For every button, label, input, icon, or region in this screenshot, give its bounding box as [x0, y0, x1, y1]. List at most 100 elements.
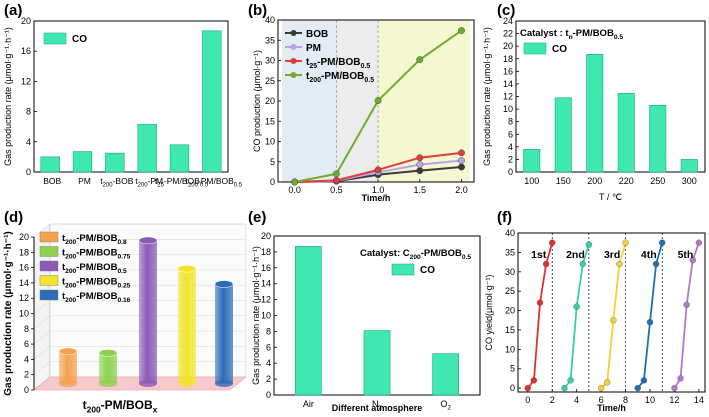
label-part: -PM/BOB — [76, 262, 117, 273]
x-axis-title: Different atmosphere — [332, 403, 423, 413]
data-point — [374, 166, 382, 174]
y-tick-label: 4 — [508, 142, 513, 152]
bar-cylinder — [59, 351, 77, 384]
x-axis-title: T / ℃ — [599, 192, 622, 202]
label-part: PM — [306, 43, 321, 54]
data-point — [542, 260, 550, 268]
data-point — [416, 154, 424, 162]
label-part: N — [372, 399, 379, 409]
label-part: 200 — [65, 297, 76, 304]
x-axis-title: t200-PM/BOBx — [83, 398, 158, 415]
label-part: 25 — [157, 183, 164, 189]
bar-cylinder — [178, 268, 196, 384]
label-part: 200 — [103, 183, 114, 189]
label-part: 0.5 — [614, 34, 624, 41]
panel-label: (b) — [248, 2, 267, 19]
bar-base — [59, 380, 77, 387]
data-point — [671, 384, 678, 392]
y-tick-label: 8 — [266, 326, 271, 336]
x-tick-label: 220 — [619, 176, 634, 186]
y-tick-label: 12 — [19, 293, 29, 303]
y-tick-label: 20 — [503, 41, 513, 51]
bar-base — [139, 380, 157, 387]
y-tick-label: 14 — [261, 279, 271, 289]
x-tick-label: 0.5 — [330, 185, 343, 195]
data-point — [530, 377, 538, 384]
x-axis-title: Time/h — [362, 193, 391, 203]
label-part: 200 — [138, 183, 149, 189]
y-tick-label: 0 — [26, 167, 31, 177]
x-tick-label: 4 — [574, 395, 579, 405]
bar-top — [138, 236, 158, 245]
y-axis-title: Gas production rate (μmol·g⁻¹·h⁻¹) — [482, 27, 492, 166]
y-tick-label: 18 — [19, 247, 29, 257]
cycle-label: 2nd — [566, 249, 585, 261]
series-line — [673, 242, 700, 389]
y-tick-label: 2 — [24, 370, 29, 380]
label-part: -PM/BOB — [76, 277, 117, 288]
y-tick-label: 14 — [503, 79, 513, 89]
x-tick-label: 0.0 — [288, 185, 301, 195]
bar-c — [649, 105, 667, 173]
label-part: PM — [78, 176, 91, 186]
y-axis-title: CO production (μmol·g⁻¹) — [252, 50, 262, 152]
x-tick-label: 300 — [682, 176, 697, 186]
x-tick-label: 10 — [645, 395, 655, 405]
y-axis-title: Gas production rate (μmol·g⁻¹·h⁻¹) — [3, 27, 13, 166]
y-tick-label: 18 — [503, 54, 513, 64]
panel-label: (d) — [4, 209, 23, 226]
label-part: -PM/BOB — [421, 248, 462, 259]
y-tick-label: 4 — [26, 137, 31, 147]
legend-label: CO — [420, 265, 435, 276]
legend-swatch — [43, 32, 67, 45]
legend-label: CO — [552, 44, 567, 55]
bar-a — [202, 30, 222, 173]
label-part: 0.16 — [117, 297, 130, 304]
label-part: Catalyst : t — [520, 28, 569, 39]
legend-swatch — [391, 263, 415, 276]
y-tick-label: 0 — [508, 167, 513, 177]
label-part: 2 — [447, 405, 451, 412]
data-point — [458, 163, 465, 171]
legend-label: t200-PM/BOB0.5 — [306, 71, 374, 84]
label-part: 0.5 — [360, 63, 370, 70]
legend-label: BOB — [306, 29, 328, 40]
label-part: 200 — [65, 253, 76, 260]
label-part: t — [62, 248, 66, 259]
y-tick-label: 6 — [266, 342, 271, 352]
label-part: Air — [303, 399, 314, 409]
bar-base — [99, 380, 117, 387]
label-part: n — [569, 34, 573, 41]
y-tick-label: 20 — [505, 306, 515, 316]
x-tick-label: 150 — [556, 176, 571, 186]
legend-swatch — [39, 246, 59, 257]
bar-a — [169, 144, 190, 173]
label-part: 0.5 — [364, 77, 374, 84]
shaded-region — [336, 20, 379, 182]
y-tick-label: 2 — [508, 154, 513, 164]
y-tick-label: 0 — [270, 177, 275, 187]
data-point — [332, 176, 340, 184]
grid-line — [33, 223, 246, 238]
y-tick-label: 2 — [266, 374, 271, 384]
y-tick-label: 15 — [505, 325, 515, 335]
y-tick-label: 30 — [505, 267, 515, 277]
label-part: x — [153, 405, 158, 415]
y-tick-label: 12 — [503, 92, 513, 102]
label-part: -PM/BOB — [164, 176, 200, 186]
label-part: 200 — [309, 77, 321, 84]
y-tick-label: 25 — [505, 286, 515, 296]
legend-marker — [290, 72, 297, 78]
bar-c — [554, 97, 572, 173]
label-part: t — [100, 176, 103, 186]
label-part: 0.5 — [234, 183, 243, 189]
x-tick-label: N2 — [372, 399, 383, 412]
legend-label: t200-PM/BOB0.75 — [62, 248, 131, 261]
legend-label: t200-PM/BOB0.25 — [62, 277, 131, 290]
data-point — [616, 260, 623, 268]
legend-marker — [290, 58, 297, 64]
panel-label: (a) — [4, 2, 22, 19]
